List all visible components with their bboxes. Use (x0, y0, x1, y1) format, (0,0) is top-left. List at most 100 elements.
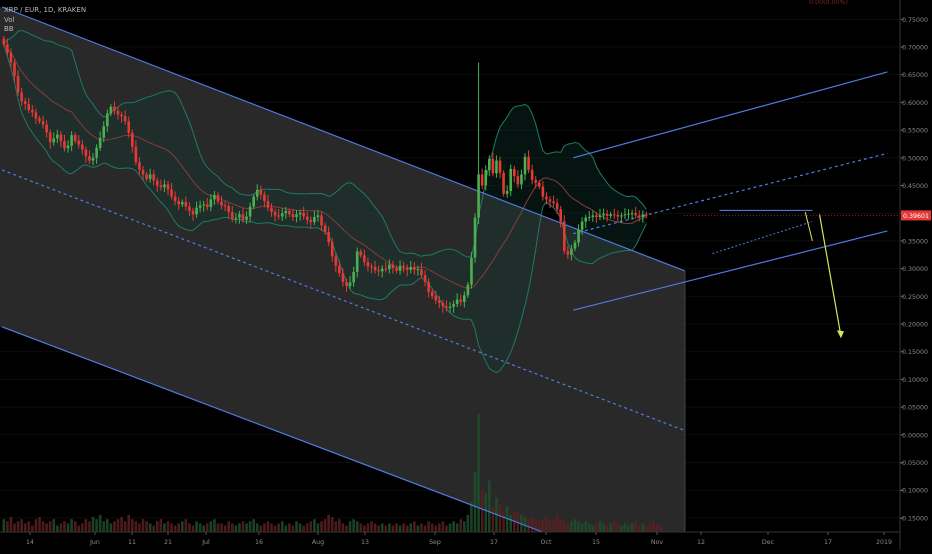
volume-bar (359, 523, 363, 532)
volume-bar (13, 523, 16, 532)
volume-bar (627, 525, 630, 532)
y-tick-label: 0.20000 (902, 322, 928, 329)
x-tick-label: 11 (128, 539, 136, 546)
candle-body (116, 110, 120, 115)
y-tick-label: 0.60000 (902, 100, 928, 107)
candle-body (491, 158, 495, 174)
candle-body (595, 215, 598, 218)
candle-body (16, 75, 20, 93)
candle-body (509, 168, 513, 192)
volume-bar (195, 521, 198, 532)
volume-bar (309, 521, 313, 532)
y-tick-label: 0.15000 (902, 349, 928, 356)
candle-body (66, 145, 70, 149)
volume-bar (427, 521, 430, 532)
x-tick-label: 15 (592, 539, 600, 546)
volume-bar (209, 521, 213, 532)
y-tick-label: 0.10000 (902, 377, 928, 384)
candle-body (48, 132, 52, 143)
volume-bar (377, 525, 380, 532)
volume-bar (191, 525, 195, 532)
candle-body (270, 207, 273, 213)
volume-bar (616, 523, 620, 532)
x-tick-label: Dec (762, 539, 775, 546)
x-tick-label: 2019 (876, 539, 892, 546)
y-tick-label: 0.65000 (902, 72, 928, 79)
candle-body (159, 185, 163, 188)
volume-bar (38, 516, 41, 532)
candle-body (420, 269, 423, 276)
y-axis: 0.75000 0.70000 0.65000 0.60000 0.55000 0.500… (809, 0, 931, 550)
volume-bar (84, 519, 88, 532)
volume-bar (345, 525, 348, 532)
candle-body (380, 268, 384, 272)
bb-fill (3, 30, 647, 373)
candle-body (277, 215, 280, 217)
candle-body (352, 271, 355, 283)
x-tick-label: 13 (361, 539, 369, 546)
candle-body (463, 295, 466, 302)
candle-body (205, 204, 209, 208)
last-price-label: 0.39601 (903, 213, 929, 220)
candle-body (188, 206, 191, 211)
candle-body (273, 212, 277, 216)
y-tick-label: 0.25000 (902, 294, 928, 301)
volume-bar (177, 523, 181, 532)
candle-body (377, 270, 380, 272)
candle-body (98, 137, 102, 148)
bb-study-label[interactable]: BB (4, 25, 14, 33)
candle-body (202, 204, 206, 206)
volume-bar (316, 523, 320, 532)
candle-body (295, 214, 298, 218)
volume-bar (430, 523, 434, 532)
candle-body (327, 232, 330, 243)
candle-body (252, 196, 255, 207)
volume-bar (562, 521, 566, 532)
candle-body (630, 213, 634, 215)
candle-body (620, 215, 623, 217)
candle-body (584, 217, 587, 222)
volume-bar (305, 523, 309, 532)
candle-body (263, 194, 266, 202)
candle-body (84, 149, 88, 157)
volume-bar (620, 525, 623, 532)
volume-bar (273, 525, 277, 532)
candle-body (609, 214, 612, 216)
candle-body (455, 299, 459, 305)
volume-bar (131, 519, 134, 532)
triangle-support (712, 221, 813, 255)
volume-bar (473, 471, 477, 532)
volume-bar (23, 523, 27, 532)
volume-bar (420, 523, 423, 532)
y-tick-label: 0.05000 (902, 405, 928, 412)
volume-bar (227, 521, 230, 532)
volume-bar (173, 525, 177, 532)
y-tick-label: 0.30000 (902, 266, 928, 273)
small-forecast-arrow (804, 211, 813, 242)
candle-body (91, 157, 95, 161)
candle-body (313, 217, 316, 223)
candle-body (559, 209, 563, 222)
volume-bar (116, 519, 120, 532)
candle-body (302, 212, 305, 217)
candle-body (309, 219, 313, 223)
candle-body (477, 174, 480, 218)
volume-bar (498, 504, 502, 532)
volume-bar (213, 519, 216, 532)
candle-body (452, 304, 455, 307)
volume-bar (423, 525, 427, 532)
x-tick-label: 21 (164, 539, 172, 546)
candle-body (305, 216, 309, 220)
volume-bar (188, 523, 191, 532)
candle-body (530, 169, 534, 180)
candle-body (416, 269, 420, 271)
volume-bar (98, 514, 102, 532)
candle-body (470, 257, 473, 285)
candle-body (248, 206, 252, 217)
volume-study-label[interactable]: Vol (4, 15, 15, 24)
candle-body (184, 202, 188, 207)
volume-bar (56, 525, 59, 532)
volume-bar (16, 521, 20, 532)
